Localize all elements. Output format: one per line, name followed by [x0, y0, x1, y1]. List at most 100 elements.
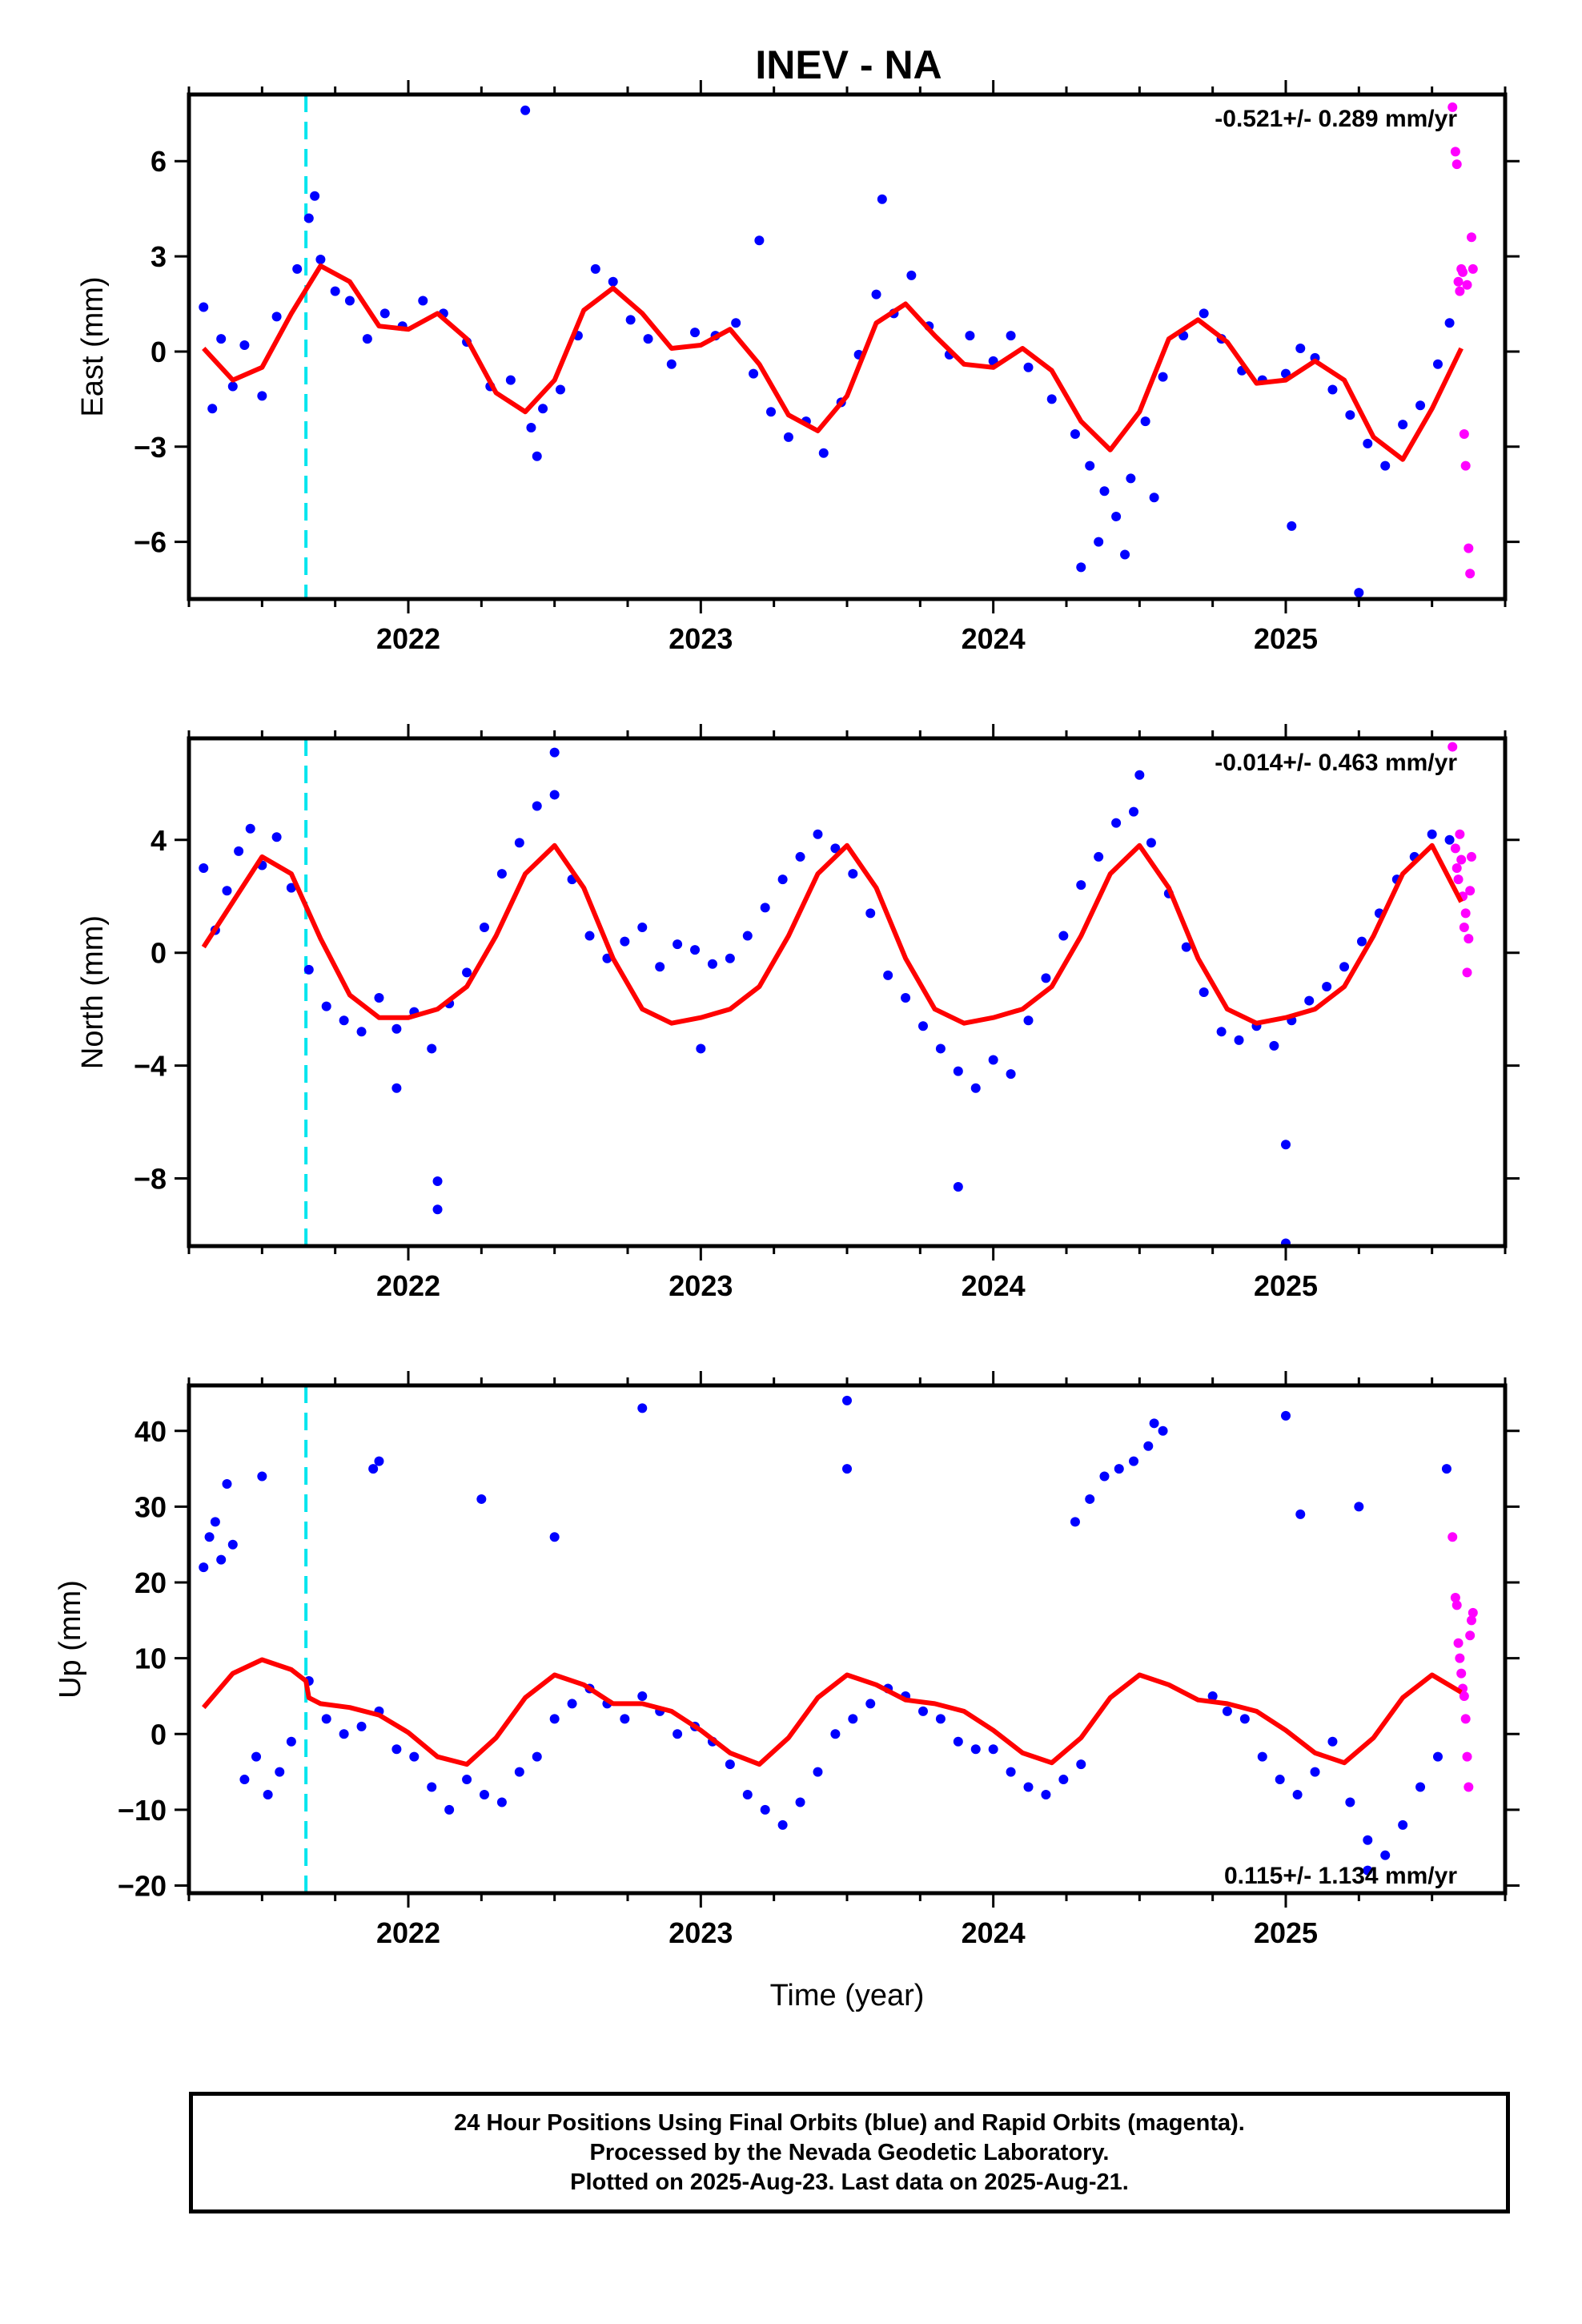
east-final-orbit-point [303, 213, 314, 223]
up-rapid-orbit-point [1452, 1600, 1462, 1610]
east-x-tick-label: 2025 [1254, 622, 1318, 655]
east-final-orbit-point [1099, 486, 1110, 497]
up-final-orbit-point [263, 1789, 273, 1799]
east-final-orbit-point [216, 334, 227, 344]
north-final-orbit-series [199, 747, 1455, 1246]
up-final-orbit-point [1380, 1850, 1391, 1860]
north-final-orbit-point [742, 931, 753, 941]
east-x-tick-label: 2023 [669, 622, 733, 655]
north-final-orbit-point [1356, 936, 1367, 947]
up-final-orbit-point [239, 1775, 250, 1785]
up-y-axis-label: Up (mm) [54, 1580, 87, 1699]
east-y-tick-label: 6 [151, 145, 167, 178]
up-final-orbit-point [777, 1819, 788, 1830]
up-final-orbit-point [1295, 1509, 1306, 1519]
up-final-orbit-point [842, 1464, 852, 1474]
north-final-orbit-point [690, 945, 701, 955]
east-final-orbit-point [1354, 588, 1364, 598]
east-final-orbit-point [625, 315, 636, 325]
up-frame [187, 1383, 1508, 1896]
up-final-orbit-point [1099, 1471, 1110, 1482]
east-final-orbit-point [1046, 394, 1057, 404]
north-final-orbit-point [1076, 880, 1086, 891]
north-final-orbit-point [953, 1182, 963, 1192]
north-rapid-orbit-point [1447, 742, 1458, 752]
east-final-orbit-point [690, 328, 701, 338]
north-final-orbit-point [432, 1176, 443, 1186]
north-final-orbit-point [1111, 818, 1122, 828]
north-final-orbit-point [953, 1066, 963, 1076]
north-final-orbit-point [655, 962, 665, 972]
east-rapid-orbit-point [1450, 147, 1460, 157]
caption-line-2: Processed by the Nevada Geodetic Laborat… [589, 2139, 1110, 2165]
north-final-orbit-point [707, 959, 717, 969]
east-final-orbit-point [526, 423, 536, 433]
north-y-tick-label: −8 [134, 1162, 167, 1195]
up-final-orbit-point [427, 1782, 437, 1792]
up-final-orbit-point [1327, 1736, 1338, 1747]
up-final-orbit-point [356, 1721, 367, 1731]
up-final-orbit-point [917, 1706, 928, 1716]
north-final-orbit-point [970, 1083, 981, 1093]
up-final-orbit-point [444, 1804, 455, 1815]
up-final-orbit-point [1345, 1797, 1355, 1807]
east-final-orbit-point [1070, 428, 1080, 439]
north-final-orbit-point [1269, 1040, 1279, 1051]
up-final-orbit-point [1363, 1865, 1373, 1876]
north-rapid-orbit-point [1456, 854, 1467, 865]
up-final-orbit-point [1398, 1819, 1408, 1830]
north-final-orbit-point [584, 931, 595, 941]
east-rapid-orbit-point [1453, 276, 1464, 287]
north-final-orbit-point [391, 1083, 402, 1093]
up-final-orbit-point [1281, 1410, 1291, 1421]
north-final-orbit-point [549, 790, 560, 800]
north-final-orbit-point [479, 922, 489, 932]
east-final-orbit-point [1295, 343, 1306, 353]
up-final-orbit-point [1363, 1835, 1373, 1845]
north-final-orbit-point [391, 1023, 402, 1034]
north-final-orbit-point [514, 838, 524, 848]
north-final-orbit-point [1427, 829, 1437, 839]
east-final-orbit-point [1345, 410, 1355, 420]
north-final-orbit-point [1023, 1015, 1034, 1026]
north-final-orbit-point [795, 851, 805, 862]
east-final-orbit-point [1076, 562, 1086, 573]
east-rapid-orbit-point [1465, 569, 1476, 579]
east-rapid-orbit-point [1447, 102, 1458, 112]
caption-line-1: 24 Hour Positions Using Final Orbits (bl… [454, 2109, 1245, 2136]
north-final-orbit-point [1041, 973, 1051, 983]
north-final-orbit-point [321, 1001, 331, 1011]
up-final-orbit-point [842, 1395, 852, 1405]
east-y-tick-label: 3 [151, 240, 167, 273]
north-x-tick-label: 2022 [376, 1269, 440, 1302]
up-final-orbit-point [865, 1699, 876, 1709]
up-rapid-orbit-point [1447, 1532, 1458, 1542]
up-final-orbit-point [742, 1789, 753, 1799]
north-y-tick-label: −4 [134, 1050, 167, 1083]
east-rate-label: -0.521+/- 0.289 mm/yr [1215, 106, 1457, 132]
up-final-orbit-point [830, 1729, 841, 1739]
east-final-orbit-point [1140, 416, 1150, 427]
north-final-orbit-point [935, 1043, 946, 1054]
east-final-orbit-point [871, 289, 881, 300]
plot-title: INEV - NA [755, 42, 942, 87]
east-rapid-orbit-point [1468, 263, 1478, 274]
east-final-orbit-point [1444, 318, 1455, 328]
caption-line-3: Plotted on 2025-Aug-23. Last data on 202… [570, 2169, 1129, 2195]
up-final-orbit-point [204, 1532, 215, 1542]
east-final-orbit-point [418, 296, 428, 306]
up-final-orbit-point [637, 1403, 648, 1413]
east-final-orbit-point [731, 318, 741, 328]
east-final-orbit-point [1023, 362, 1034, 372]
up-final-orbit-point [1143, 1441, 1154, 1451]
up-final-orbit-point [275, 1767, 285, 1777]
up-rapid-orbit-point [1466, 1615, 1476, 1626]
east-final-orbit-point [520, 105, 531, 115]
up-y-tick-label: 10 [135, 1642, 167, 1675]
north-final-orbit-point [1146, 838, 1156, 848]
east-final-orbit-point [1149, 493, 1159, 503]
up-rapid-orbit-point [1460, 1714, 1471, 1724]
east-final-orbit-point [590, 263, 600, 274]
